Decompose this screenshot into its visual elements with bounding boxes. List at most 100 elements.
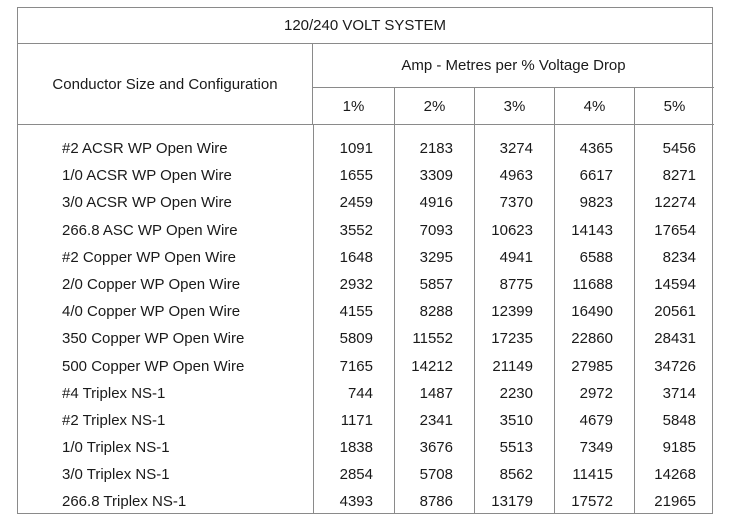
value-cell-5pct: 8271 [662,167,696,185]
value-cell-5pct: 8234 [662,248,696,266]
column-header-5: 5% [634,88,714,125]
value-cell-5pct: 5848 [662,411,696,429]
conductor-name: 3/0 Triplex NS-1 [62,466,170,484]
table-row: 266.8 ASC WP Open Wire 3552 7093 10623 14143… [18,217,712,244]
table-row: #2 ACSR WP Open Wire 1091 2183 3274 4365 5456 [18,135,712,162]
column-divider [394,125,395,513]
table-row: #4 Triplex NS-1 744 1487 2230 2972 3714 [18,380,712,407]
table-row: 3/0 Triplex NS-1 2854 5708 8562 11415 14268 [18,461,712,488]
conductor-name: 4/0 Copper WP Open Wire [62,303,241,321]
table-row: 350 Copper WP Open Wire 5809 11552 17235 228… [18,325,712,352]
column-header-4: 4% [554,88,634,125]
table-row: 1/0 ACSR WP Open Wire 1655 3309 4963 6617 827… [18,162,712,189]
value-cell-4pct: 6617 [579,167,613,185]
value-cell-4pct: 7349 [579,439,613,457]
value-cell-1pct: 2932 [339,275,373,293]
value-cell-3pct: 17235 [491,330,533,348]
value-cell-3pct: 3510 [499,411,533,429]
table-title: 120/240 VOLT SYSTEM [18,8,712,44]
column-divider [554,125,555,513]
value-cell-2pct: 3309 [419,167,453,185]
value-cell-5pct: 12274 [654,194,696,212]
value-cell-2pct: 3295 [419,248,453,266]
value-cell-3pct: 8775 [499,275,533,293]
row-header: Conductor Size and Configuration [18,44,313,125]
value-cell-5pct: 9185 [662,439,696,457]
conductor-name: 1/0 Triplex NS-1 [62,439,170,457]
value-cell-4pct: 14143 [571,221,613,239]
value-cell-1pct: 4155 [339,303,373,321]
value-cell-1pct: 1655 [339,167,373,185]
value-cell-2pct: 1487 [419,384,453,402]
value-cell-3pct: 21149 [492,357,533,375]
value-cell-3pct: 4963 [499,167,533,185]
value-cell-4pct: 6588 [579,248,613,266]
value-cell-5pct: 5456 [662,140,696,157]
value-cell-5pct: 34726 [654,357,696,375]
column-header-3: 3% [474,88,554,125]
value-cell-2pct: 8288 [419,303,453,321]
value-cell-4pct: 4679 [579,411,613,429]
conductor-name: #2 Triplex NS-1 [62,411,166,429]
value-cell-3pct: 3274 [499,140,533,157]
value-cell-1pct: 2459 [339,194,373,212]
table-row: #2 Copper WP Open Wire 1648 3295 4941 6588 82… [18,244,712,271]
value-cell-4pct: 11415 [572,466,613,484]
conductor-name: 1/0 ACSR WP Open Wire [62,167,232,185]
value-cell-3pct: 5513 [499,439,533,457]
value-cell-3pct: 10623 [491,221,533,239]
value-cell-2pct: 14212 [411,357,453,375]
conductor-name: 2/0 Copper WP Open Wire [62,275,241,293]
value-cell-2pct: 2183 [419,140,453,157]
table-body: #2 ACSR WP Open Wire 1091 2183 3274 4365 5456… [18,125,712,516]
column-header-2: 2% [394,88,474,125]
value-cell-1pct: 744 [347,384,373,402]
value-cell-2pct: 3676 [419,439,453,457]
group-header: Amp - Metres per % Voltage Drop [313,44,714,88]
value-cell-2pct: 7093 [419,221,453,239]
conductor-name: 266.8 ASC WP Open Wire [62,221,238,239]
value-cell-1pct: 1648 [339,248,373,266]
value-cell-1pct: 7165 [339,357,373,375]
table-row: 1/0 Triplex NS-1 1838 3676 5513 7349 9185 [18,434,712,461]
column-divider [313,125,314,513]
value-cell-1pct: 4393 [339,493,373,511]
value-cell-4pct: 27985 [571,357,613,375]
value-cell-1pct: 5809 [339,330,373,348]
table-row: 2/0 Copper WP Open Wire 2932 5857 8775 11688… [18,271,712,298]
value-cell-1pct: 1838 [339,439,373,457]
table-row: 3/0 ACSR WP Open Wire 2459 4916 7370 9823 122… [18,189,712,216]
value-cell-4pct: 22860 [571,330,613,348]
conductor-name: 3/0 ACSR WP Open Wire [62,194,232,212]
conductor-name: 266.8 Triplex NS-1 [62,493,187,511]
value-cell-3pct: 12399 [491,303,533,321]
column-divider [634,125,635,513]
value-cell-2pct: 5708 [419,466,453,484]
value-cell-4pct: 9823 [579,194,613,212]
value-cell-1pct: 1171 [340,411,373,429]
value-cell-5pct: 21965 [654,493,696,511]
value-cell-2pct: 4916 [419,194,453,212]
value-cell-3pct: 8562 [499,466,533,484]
voltage-drop-table: 120/240 VOLT SYSTEM Conductor Size and C… [17,7,714,516]
table-row: #2 Triplex NS-1 1171 2341 3510 4679 5848 [18,407,712,434]
value-cell-5pct: 3714 [662,384,696,402]
value-cell-1pct: 3552 [339,221,373,239]
table-row: 266.8 Triplex NS-1 4393 8786 13179 17572 2196… [18,488,712,515]
value-cell-3pct: 13179 [491,493,533,511]
value-cell-1pct: 1091 [339,140,373,157]
table-row: 500 Copper WP Open Wire 7165 14212 21149 279… [18,353,712,380]
value-cell-4pct: 4365 [579,140,613,157]
conductor-name: #2 Copper WP Open Wire [62,248,236,266]
column-header-1: 1% [313,88,394,125]
value-cell-2pct: 8786 [419,493,453,511]
value-cell-5pct: 14268 [654,466,696,484]
value-cell-4pct: 16490 [571,303,613,321]
conductor-name: 500 Copper WP Open Wire [62,357,245,375]
conductor-name: 350 Copper WP Open Wire [62,330,245,348]
column-divider [474,125,475,513]
table-row: 4/0 Copper WP Open Wire 4155 8288 12399 1649… [18,298,712,325]
value-cell-3pct: 4941 [499,248,533,266]
value-cell-3pct: 7370 [499,194,533,212]
value-cell-1pct: 2854 [339,466,373,484]
